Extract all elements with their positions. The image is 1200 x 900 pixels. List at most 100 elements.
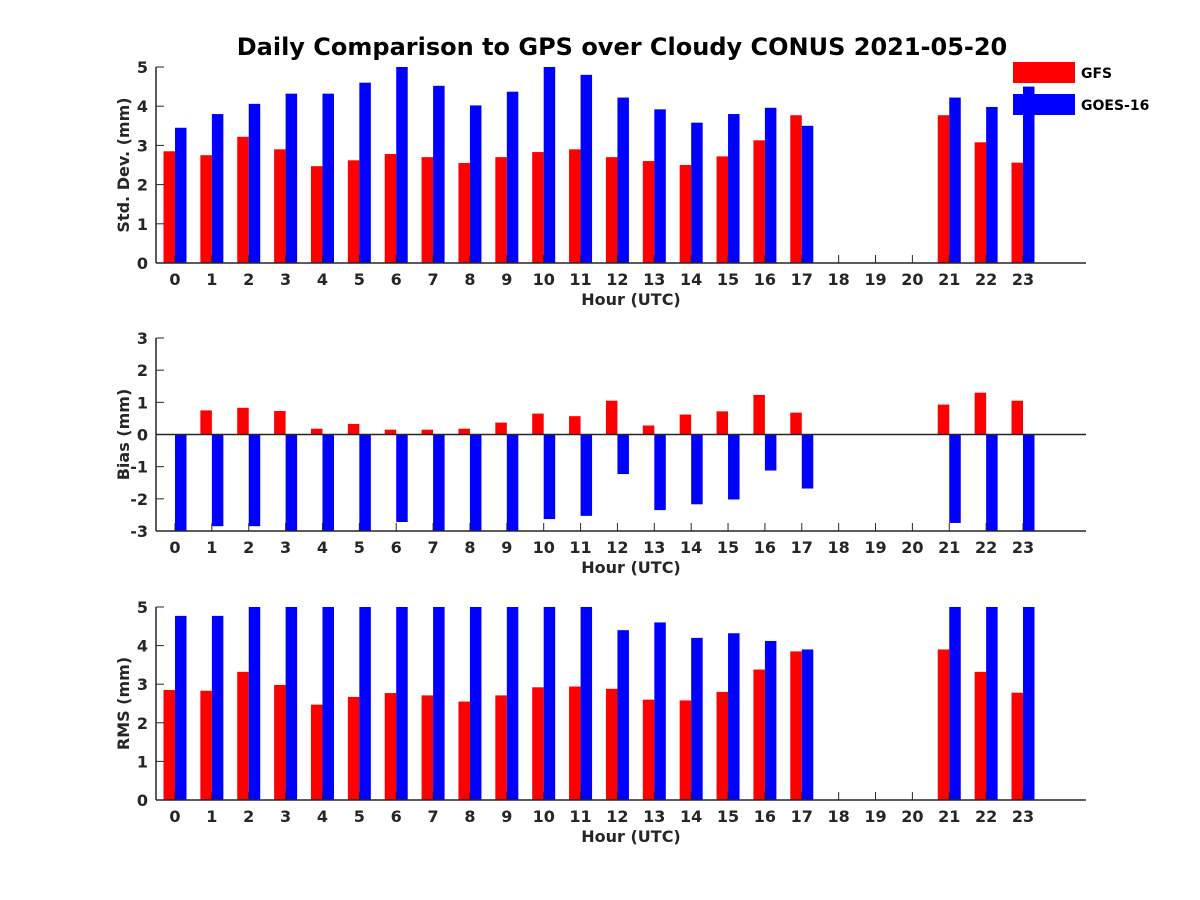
x-tick-label: 18: [828, 807, 850, 826]
bar-gfs-8: [458, 701, 470, 800]
bar-goes-16-13: [654, 622, 666, 800]
bar-goes-16-7: [433, 434, 445, 531]
bar-goes-16-16: [764, 434, 777, 471]
bar-gfs-5: [347, 696, 360, 800]
bar-gfs-12: [605, 688, 618, 800]
bar-gfs-0: [163, 151, 175, 263]
bar-gfs-6: [384, 429, 397, 435]
bar-gfs-11: [569, 149, 581, 263]
x-tick-label: 13: [643, 538, 665, 557]
bar-gfs-2: [237, 671, 249, 800]
bar-goes-16-12: [617, 630, 629, 800]
bar-goes-16-14: [691, 434, 703, 505]
x-tick-label: 17: [791, 538, 813, 557]
bar-goes-16-14: [691, 637, 703, 800]
bar-gfs-9: [495, 422, 507, 435]
x-tick-label: 21: [938, 538, 960, 557]
bar-goes-16-6: [396, 67, 408, 263]
y-tick-label: 1: [137, 215, 148, 234]
bar-gfs-1: [200, 155, 212, 263]
bar-gfs-10: [532, 687, 544, 800]
bar-gfs-9: [495, 695, 507, 800]
x-tick-label: 10: [533, 538, 555, 557]
bar-gfs-22: [974, 392, 987, 435]
bar-gfs-16: [753, 140, 765, 263]
y-tick-label: 3: [137, 136, 148, 155]
bar-goes-16-23: [1023, 607, 1035, 800]
x-tick-label: 14: [680, 270, 702, 289]
bar-goes-16-6: [396, 434, 408, 522]
x-tick-label: 10: [533, 807, 555, 826]
x-tick-label: 0: [169, 270, 180, 289]
x-tick-label: 22: [975, 270, 997, 289]
bar-goes-16-4: [322, 434, 334, 531]
bar-goes-16-6: [396, 607, 408, 800]
bar-gfs-17: [790, 412, 802, 435]
x-tick-label: 8: [464, 807, 475, 826]
y-tick-label: 5: [137, 598, 148, 617]
bar-goes-16-16: [764, 107, 777, 263]
x-tick-label: 19: [864, 270, 886, 289]
bar-goes-16-1: [211, 114, 224, 263]
bar-gfs-12: [605, 157, 618, 263]
y-axis-label: Std. Dev. (mm): [114, 97, 133, 232]
bar-gfs-3: [274, 684, 286, 800]
x-tick-label: 23: [1012, 807, 1034, 826]
bar-gfs-14: [679, 700, 692, 800]
x-tick-label: 7: [428, 807, 439, 826]
bar-gfs-11: [569, 686, 581, 800]
bar-gfs-3: [274, 149, 286, 263]
x-tick-label: 13: [643, 807, 665, 826]
legend-label: GFS: [1081, 66, 1112, 82]
y-tick-label: 2: [137, 714, 148, 733]
bar-goes-16-0: [175, 127, 187, 263]
bar-goes-16-4: [322, 93, 334, 263]
x-tick-label: 22: [975, 807, 997, 826]
x-tick-label: 9: [501, 807, 512, 826]
bar-goes-16-9: [506, 607, 519, 800]
bar-gfs-7: [421, 429, 434, 435]
bar-goes-16-17: [801, 649, 814, 800]
bar-gfs-14: [679, 165, 692, 263]
bar-gfs-4: [310, 428, 323, 435]
bar-gfs-6: [384, 154, 397, 263]
bar-gfs-17: [790, 115, 802, 263]
bar-goes-16-22: [986, 434, 998, 531]
x-tick-label: 5: [354, 270, 365, 289]
x-tick-label: 20: [901, 270, 923, 289]
bar-goes-16-1: [211, 615, 224, 800]
bar-goes-16-5: [359, 607, 371, 800]
x-tick-label: 15: [717, 270, 739, 289]
bar-gfs-13: [642, 161, 655, 263]
bar-goes-16-11: [580, 74, 593, 263]
y-tick-label: 0: [137, 791, 148, 810]
x-tick-label: 2: [243, 538, 254, 557]
y-tick-label: -3: [130, 522, 148, 541]
x-tick-label: 13: [643, 270, 665, 289]
bar-gfs-17: [790, 651, 802, 800]
x-tick-label: 18: [828, 270, 850, 289]
y-axis-label: RMS (mm): [114, 657, 133, 750]
bar-gfs-10: [532, 152, 544, 263]
x-tick-label: 16: [754, 807, 776, 826]
bar-gfs-7: [421, 157, 434, 263]
bar-goes-16-17: [801, 125, 814, 263]
bar-goes-16-7: [433, 607, 445, 800]
bar-goes-16-5: [359, 82, 371, 264]
x-tick-label: 4: [317, 270, 328, 289]
bar-gfs-22: [974, 142, 987, 263]
x-tick-label: 1: [206, 270, 217, 289]
y-tick-label: 0: [137, 426, 148, 445]
bar-gfs-5: [347, 160, 360, 263]
x-tick-label: 18: [828, 538, 850, 557]
bar-goes-16-2: [248, 607, 261, 800]
x-tick-label: 6: [391, 807, 402, 826]
y-tick-label: 0: [137, 254, 148, 273]
bar-goes-16-1: [211, 434, 224, 527]
bar-gfs-1: [200, 410, 212, 435]
bar-goes-16-0: [175, 434, 187, 531]
bar-goes-16-15: [728, 434, 740, 500]
bar-gfs-13: [642, 425, 655, 435]
bar-goes-16-11: [580, 434, 593, 516]
